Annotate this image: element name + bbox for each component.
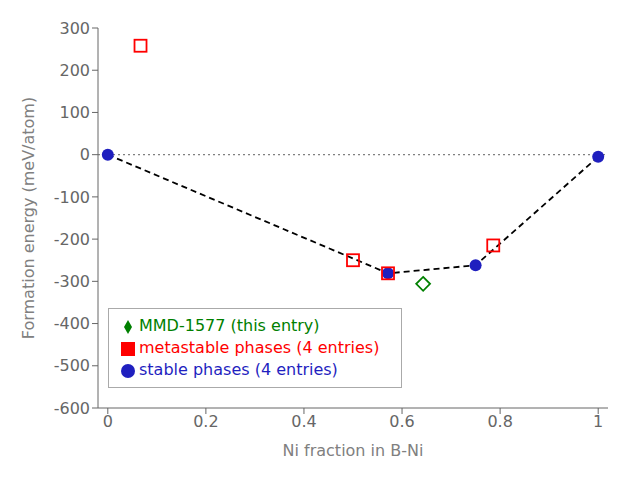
svg-text:0.6: 0.6	[389, 412, 414, 431]
svg-text:0: 0	[80, 145, 90, 164]
svg-text:-600: -600	[54, 399, 90, 418]
svg-text:-300: -300	[54, 272, 90, 291]
svg-text:Formation energy (meV/atom): Formation energy (meV/atom)	[19, 97, 38, 339]
svg-text:0: 0	[103, 412, 113, 431]
svg-text:-500: -500	[54, 356, 90, 375]
svg-text:0.8: 0.8	[487, 412, 512, 431]
svg-text:1: 1	[593, 412, 603, 431]
svg-text:-100: -100	[54, 188, 90, 207]
svg-text:Ni fraction in B-Ni: Ni fraction in B-Ni	[283, 441, 424, 460]
svg-text:0.4: 0.4	[291, 412, 316, 431]
svg-text:0.2: 0.2	[193, 412, 218, 431]
svg-text:100: 100	[59, 103, 90, 122]
svg-text:200: 200	[59, 61, 90, 80]
html-text:stable phases (4 entries): stable phases (4 entries)	[139, 360, 338, 379]
svg-text:-400: -400	[54, 314, 90, 333]
svg-text:300: 300	[59, 19, 90, 38]
svg-text:-200: -200	[54, 230, 90, 249]
html-text:metastable phases (4 entries): metastable phases (4 entries)	[139, 338, 380, 357]
html-text:MMD-1577 (this entry): MMD-1577 (this entry)	[139, 316, 320, 335]
